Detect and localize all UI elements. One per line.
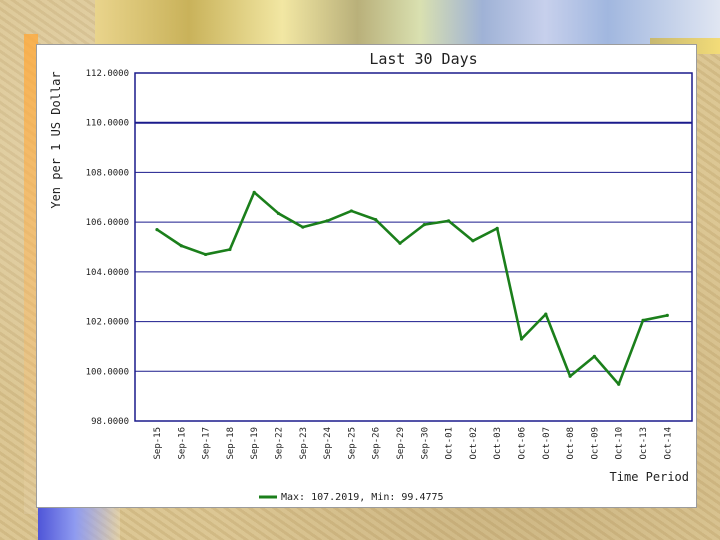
data-point — [617, 382, 621, 386]
data-point — [204, 252, 208, 257]
data-point — [374, 218, 378, 222]
line-chart: 98.0000 100.0000 102.0000 104.0000 106.0000 1… — [49, 50, 693, 503]
x-tick-label: Sep-15 — [153, 427, 163, 460]
x-tick-label: Sep-23 — [299, 427, 309, 460]
data-point — [495, 226, 499, 230]
x-tick-label: Oct-01 — [445, 427, 455, 460]
x-tick-label: Oct-03 — [493, 427, 503, 460]
y-tick-label: 104.0000 — [86, 268, 129, 278]
x-tick-label: Oct-13 — [639, 427, 649, 460]
x-tick-label: Sep-22 — [275, 427, 285, 460]
x-tick-label: Oct-14 — [663, 427, 673, 460]
x-tick-label: Oct-09 — [590, 427, 600, 460]
y-tick-label: 108.0000 — [86, 168, 129, 178]
x-tick-label: Oct-08 — [566, 427, 576, 460]
data-point — [398, 241, 402, 245]
data-point — [471, 239, 475, 243]
x-tick-label: Sep-19 — [250, 427, 260, 460]
plot-area — [134, 72, 693, 422]
y-axis-label: Yen per 1 US Dollar — [49, 71, 63, 208]
data-point — [544, 312, 548, 316]
data-point — [592, 354, 597, 358]
data-point — [349, 209, 353, 213]
data-point — [252, 190, 256, 194]
y-tick-label: 100.0000 — [86, 367, 129, 377]
data-point — [301, 225, 305, 229]
x-tick-label: Oct-02 — [469, 427, 479, 460]
legend-text: Max: 107.2019, Min: 99.4775 — [281, 492, 444, 503]
x-tick-label: Sep-18 — [226, 427, 236, 460]
decorative-side-stripe — [24, 34, 38, 514]
y-tick-label: 106.0000 — [86, 218, 129, 228]
decorative-blue-fade — [38, 505, 120, 540]
data-point — [228, 247, 232, 252]
data-point — [447, 219, 451, 223]
series-line — [156, 191, 668, 386]
x-tick-label: Sep-17 — [202, 427, 212, 460]
chart-title: Last 30 Days — [369, 50, 477, 68]
data-point — [276, 211, 281, 216]
data-point — [665, 313, 669, 317]
data-point — [568, 374, 572, 378]
decorative-banner — [95, 0, 720, 48]
x-tick-label: Sep-25 — [347, 427, 357, 460]
data-point — [641, 318, 645, 322]
x-tick-label: Sep-16 — [177, 427, 187, 460]
x-tick-label: Oct-07 — [542, 427, 552, 460]
x-tick-label: Sep-26 — [372, 427, 382, 460]
x-tick-label: Oct-06 — [518, 427, 528, 460]
data-point — [325, 219, 329, 223]
y-tick-label: 112.0000 — [86, 69, 129, 79]
x-tick-label: Oct-10 — [615, 427, 625, 460]
y-tick-label: 98.0000 — [91, 417, 129, 427]
data-point — [155, 228, 159, 232]
x-axis-label: Time Period — [610, 470, 689, 484]
data-point — [179, 244, 183, 248]
y-tick-label: 110.0000 — [86, 119, 129, 129]
data-point — [422, 223, 426, 227]
y-tick-label: 102.0000 — [86, 318, 129, 328]
data-point — [519, 337, 524, 341]
x-tick-label: Sep-29 — [396, 427, 406, 460]
x-tick-label: Sep-30 — [420, 427, 430, 460]
chart-panel: 98.0000 100.0000 102.0000 104.0000 106.0000 1… — [36, 44, 697, 508]
x-tick-label: Sep-24 — [323, 427, 333, 460]
